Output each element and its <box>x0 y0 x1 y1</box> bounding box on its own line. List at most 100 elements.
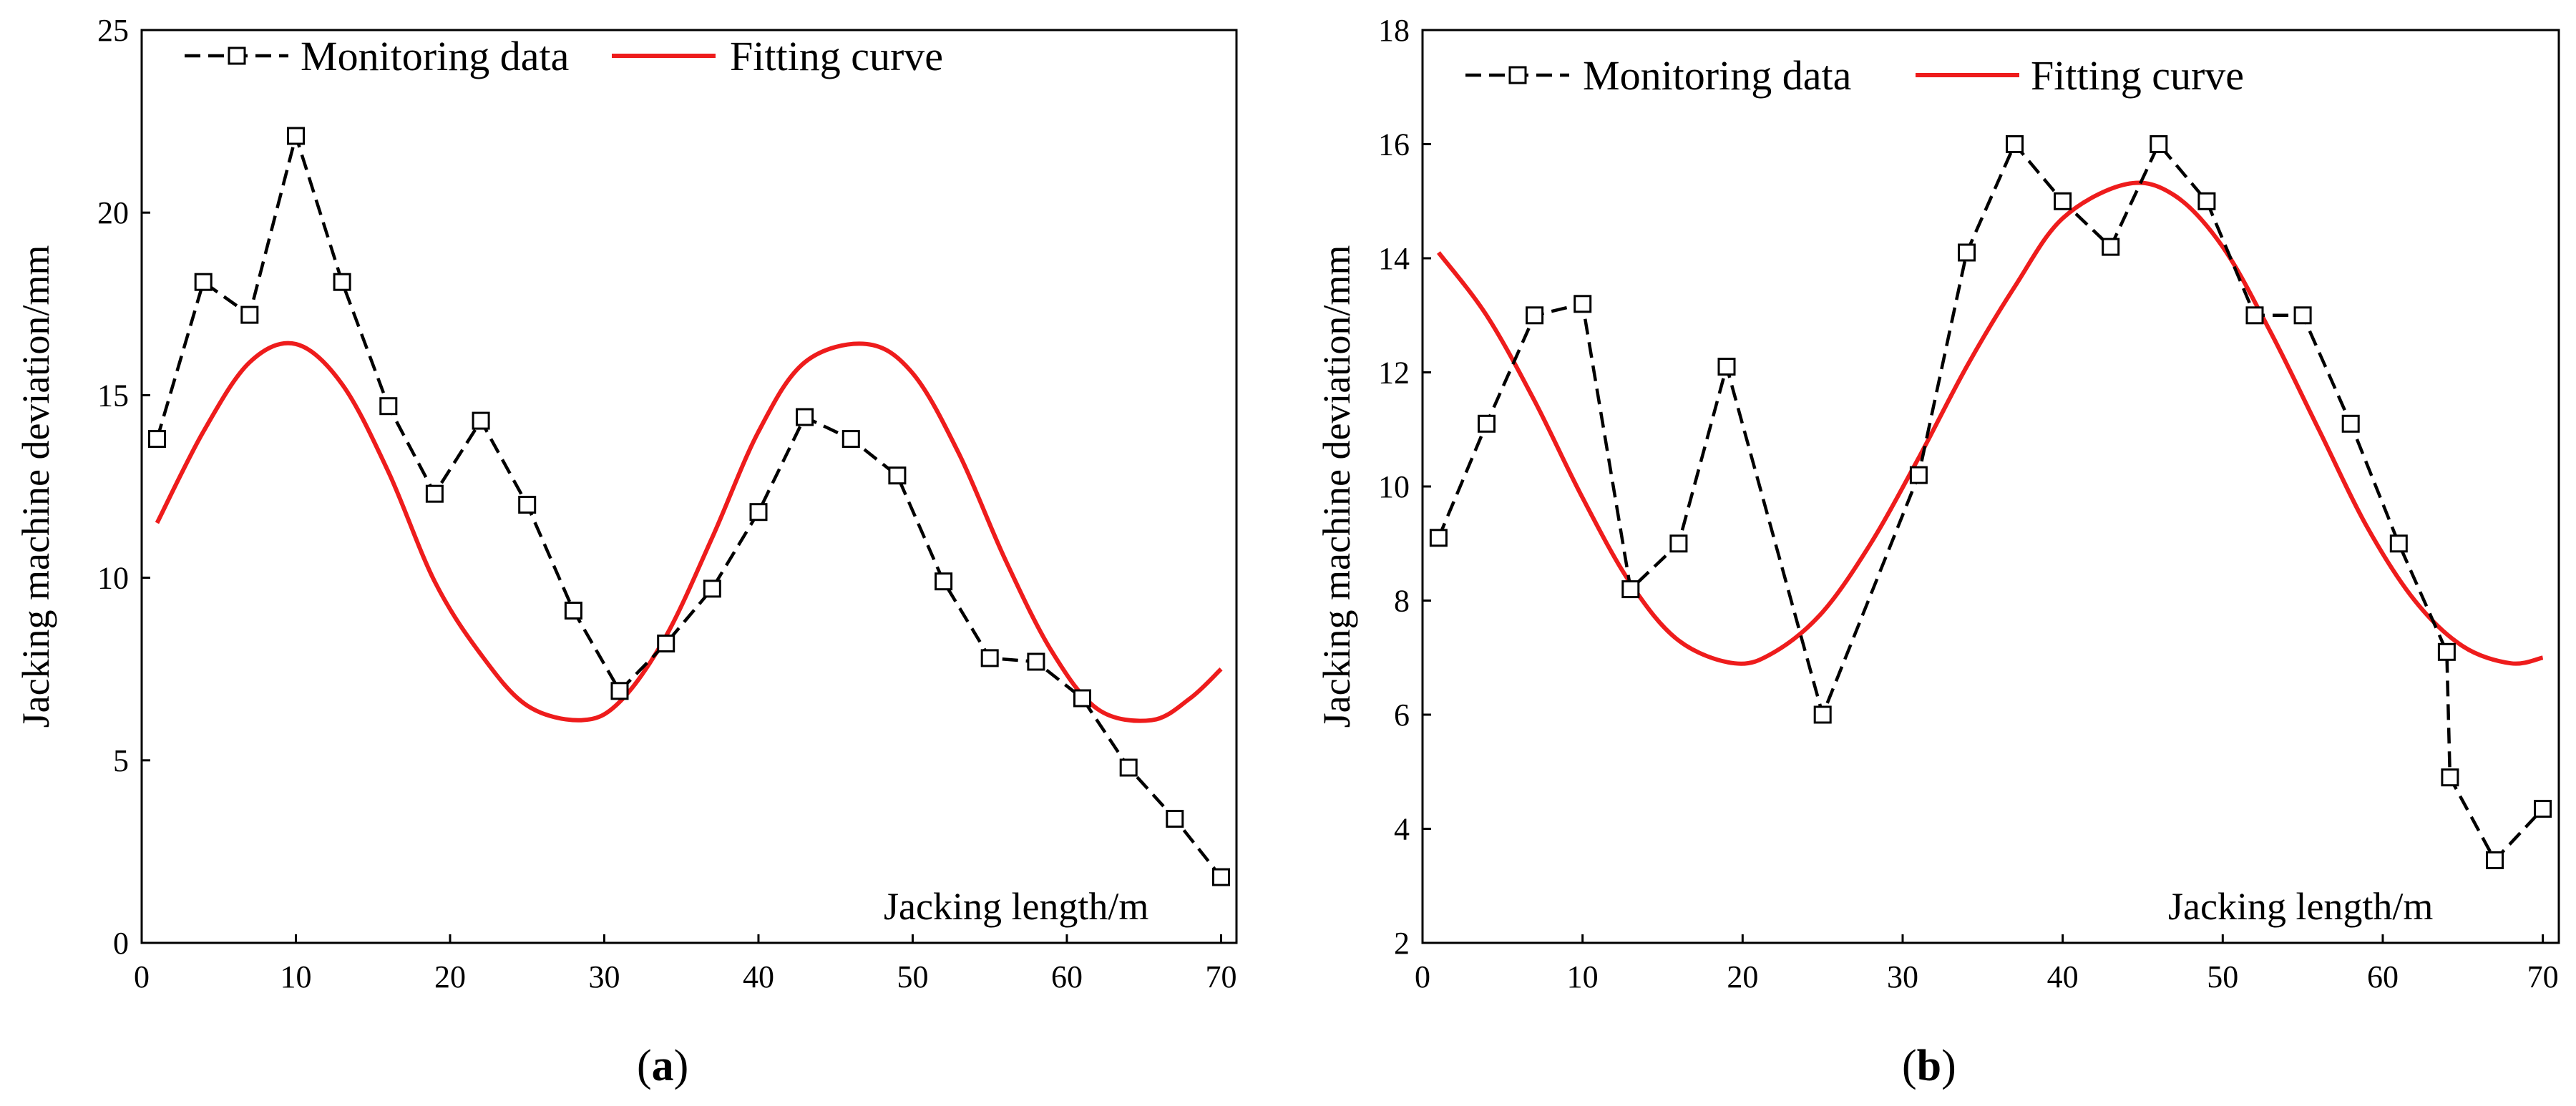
data-point <box>1526 306 1544 325</box>
data-point <box>2150 135 2168 153</box>
x-tick-label: 70 <box>1205 959 1236 994</box>
panel-a: 0 10 20 30 40 50 60 70 0 5 10 15 20 25 Monitoring dat… <box>14 13 1238 1090</box>
data-point <box>888 466 907 485</box>
y-tick-label: 8 <box>1394 584 1410 619</box>
axes-ticks: 0 10 20 30 40 50 60 70 0 5 10 15 20 25 <box>97 13 1236 994</box>
data-point <box>2006 135 2024 153</box>
data-point <box>2245 306 2264 325</box>
y-tick-label: 2 <box>1394 926 1410 961</box>
x-tick-label: 30 <box>588 959 620 994</box>
data-point <box>194 273 213 291</box>
data-point <box>1669 534 1688 553</box>
series-layer <box>1429 135 2552 869</box>
data-point <box>703 579 721 598</box>
x-tick-label: 40 <box>743 959 774 994</box>
series-line-monitoring-data <box>155 129 1223 879</box>
data-point <box>841 430 860 449</box>
y-tick-label: 0 <box>113 926 129 961</box>
y-axis-title: Jacking machine deviation/mm <box>1315 245 1358 728</box>
data-point <box>1073 689 1091 708</box>
data-point <box>1717 358 1736 376</box>
legend: Monitoring data Fitting curve <box>1465 52 2244 99</box>
data-point <box>1621 580 1640 599</box>
data-point <box>935 572 953 591</box>
legend-marker-monitoring-data <box>228 47 246 65</box>
y-tick-label: 10 <box>1378 469 1410 504</box>
x-tick-label: 70 <box>2527 959 2559 994</box>
data-point <box>2293 306 2312 325</box>
data-point <box>379 397 398 416</box>
legend-label-monitoring-data: Monitoring data <box>1583 52 1851 99</box>
x-axis-title: Jacking length/m <box>2168 885 2433 928</box>
y-tick-label: 12 <box>1378 356 1410 391</box>
x-tick-label: 10 <box>1567 959 1599 994</box>
panel-label-b: (b) <box>1902 1042 1956 1090</box>
data-point <box>657 635 675 652</box>
y-axis-title: Jacking machine deviation/mm <box>14 245 57 728</box>
data-point <box>2534 800 2552 818</box>
data-point <box>1909 466 1928 484</box>
legend-label-fitting-curve: Fitting curve <box>2031 52 2244 99</box>
y-tick-label: 20 <box>97 195 129 230</box>
x-tick-label: 60 <box>1051 959 1083 994</box>
data-point <box>1478 414 1496 433</box>
data-point <box>1166 810 1184 828</box>
legend-marker-monitoring-data <box>1508 66 1527 84</box>
series-layer <box>148 127 1230 886</box>
x-tick-label: 0 <box>1415 959 1430 994</box>
data-point <box>1212 868 1230 886</box>
data-point <box>564 602 582 620</box>
data-point <box>1027 652 1045 671</box>
data-point <box>1119 758 1138 777</box>
data-point <box>1958 243 1976 262</box>
data-point <box>148 430 166 449</box>
data-point <box>2197 192 2216 210</box>
x-tick-label: 60 <box>2367 959 2399 994</box>
data-point <box>2102 238 2120 256</box>
data-point <box>2389 534 2408 553</box>
x-tick-label: 20 <box>434 959 466 994</box>
y-tick-label: 6 <box>1394 698 1410 733</box>
panel-letter-b: b <box>1917 1042 1941 1090</box>
data-point <box>1429 529 1448 547</box>
legend-label-monitoring-data: Monitoring data <box>301 33 569 79</box>
data-point <box>2054 192 2072 210</box>
data-point <box>240 305 259 324</box>
y-tick-label: 15 <box>97 378 129 413</box>
data-point <box>796 408 814 426</box>
data-point <box>333 273 351 291</box>
y-tick-label: 18 <box>1378 13 1410 48</box>
x-tick-label: 50 <box>2207 959 2238 994</box>
plot-frame <box>1421 29 2560 944</box>
panel-letter-a: a <box>652 1042 674 1090</box>
axes-ticks: 0 10 20 30 40 50 60 70 2 4 6 8 10 12 14 16 18 <box>1378 13 2559 994</box>
data-point <box>472 411 490 430</box>
x-tick-label: 50 <box>897 959 928 994</box>
data-point <box>1574 295 1592 313</box>
data-point <box>287 127 305 145</box>
y-tick-label: 4 <box>1394 812 1410 847</box>
x-tick-label: 0 <box>134 959 150 994</box>
x-tick-label: 20 <box>1727 959 1758 994</box>
data-point <box>610 682 629 700</box>
data-point <box>2486 851 2504 869</box>
series-line-monitoring-data <box>1437 141 2545 863</box>
y-tick-label: 14 <box>1378 241 1410 276</box>
x-axis-title: Jacking length/m <box>884 885 1148 928</box>
series-line-fitting-curve <box>155 341 1223 723</box>
series-line-fitting-curve <box>1437 180 2544 666</box>
data-point <box>980 649 999 667</box>
data-point <box>1813 705 1832 724</box>
panel-b: 0 10 20 30 40 50 60 70 2 4 6 8 10 12 14 16 18 Monitoring… <box>1315 13 2560 1090</box>
y-tick-label: 5 <box>113 743 129 778</box>
data-point <box>425 484 444 503</box>
legend-label-fitting-curve: Fitting curve <box>730 33 943 79</box>
y-tick-label: 10 <box>97 561 129 596</box>
data-point <box>2341 414 2360 433</box>
y-tick-label: 16 <box>1378 127 1410 162</box>
data-point <box>518 496 537 514</box>
data-point <box>2437 642 2456 661</box>
data-point <box>749 503 768 522</box>
panel-label-a: (a) <box>637 1042 688 1090</box>
